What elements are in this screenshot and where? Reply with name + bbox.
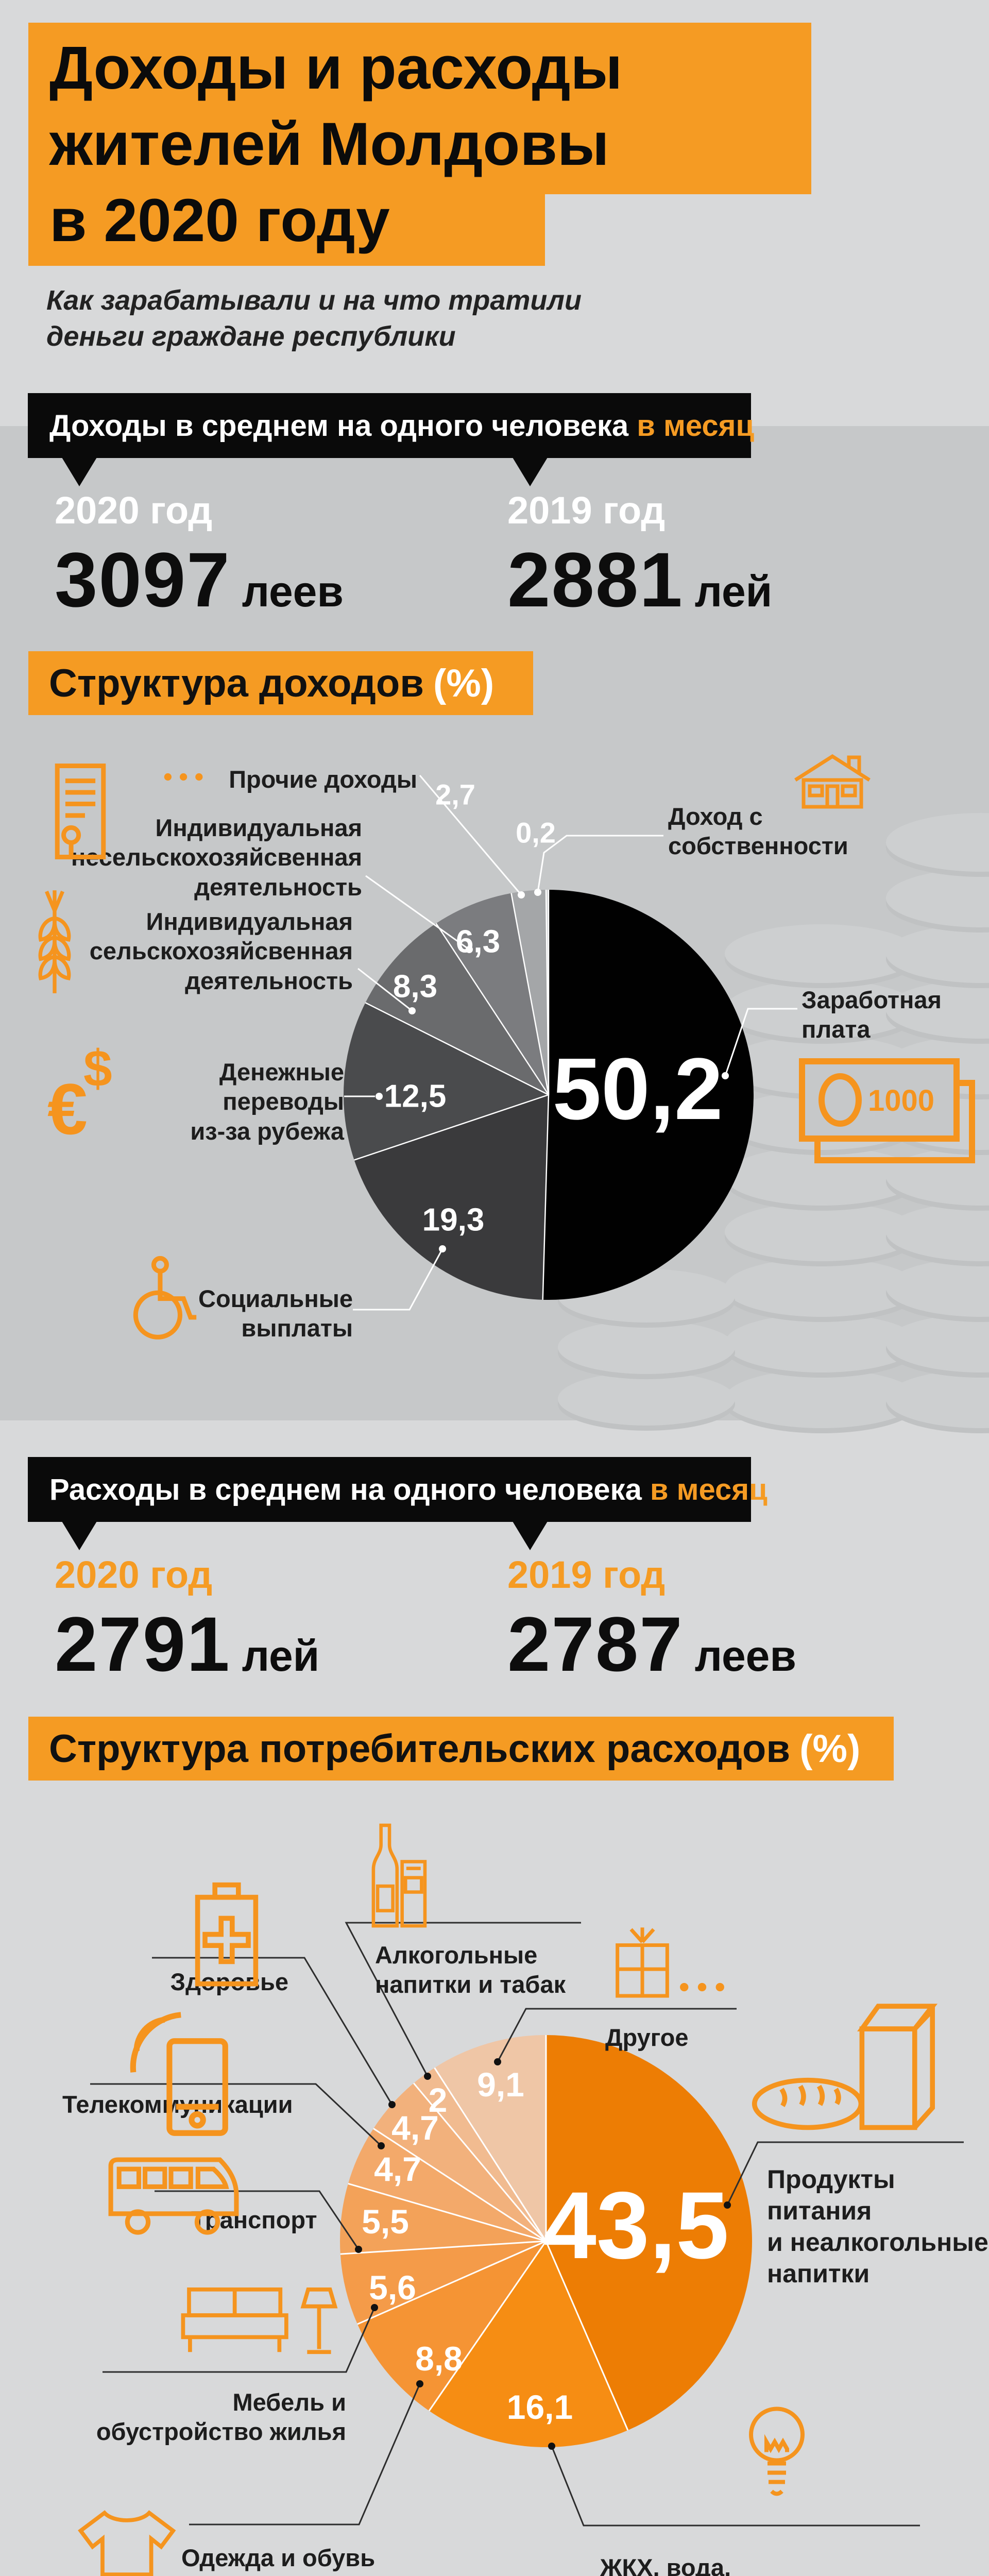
title-background-step <box>28 194 545 266</box>
pie-value-label: 9,1 <box>477 2065 524 2104</box>
callout-label-salary: Заработная плата <box>802 986 942 1043</box>
expenses-section-title-suffix: (%) <box>799 1726 861 1771</box>
callout-dot <box>416 2380 423 2387</box>
pie-value-label: 4,7 <box>391 2109 439 2147</box>
gift-dots-icon <box>679 1981 726 1993</box>
pie-value-label: 6,3 <box>455 924 501 960</box>
callout-label-clothes: Одежда и обувь <box>181 2544 376 2571</box>
callout-label-non-agri: Индивидуальная несельскохозяйсвенная дея… <box>71 814 362 901</box>
expenses-card-2019: 2019 год 2787 леев <box>507 1553 796 1689</box>
callout-label-utilities: ЖКХ, вода, электроэнергия и газ <box>600 2554 731 2576</box>
pie-value-label: 0,2 <box>516 816 556 849</box>
pie-value-label: 8,8 <box>415 2340 463 2378</box>
currency-unit: леев <box>694 1632 797 1680</box>
expenses-value-2019: 2787 <box>507 1601 684 1687</box>
currency-transfer-icon: $ € <box>47 1039 135 1142</box>
pie-value-label: 5,5 <box>362 2202 409 2241</box>
alcohol-bottle-icon <box>360 1823 434 1928</box>
milk-bread-icon <box>751 1982 958 2134</box>
callout-dot <box>424 2073 431 2080</box>
callout-dot <box>548 2443 555 2450</box>
year-label: 2019 год <box>507 1553 666 1596</box>
lightbulb-icon <box>746 2399 808 2510</box>
expenses-card-2020: 2020 год 2791 лей <box>55 1553 319 1689</box>
pie-value-label: 50,2 <box>552 1040 723 1138</box>
firstaid-icon <box>193 1879 261 1992</box>
wheelchair-icon <box>130 1255 200 1346</box>
callout-label-transfers: Денежные переводы из-за рубежа <box>190 1058 344 1145</box>
svg-text:$: $ <box>83 1040 112 1097</box>
income-card-2020: 2020 год 3097 леев <box>55 488 344 624</box>
income-section-title-bar: Структура доходов (%) <box>28 651 533 715</box>
currency-unit: лей <box>694 567 773 616</box>
income-value-2020: 3097 <box>55 536 231 623</box>
expenses-header-label: Расходы в среднем на одного человека <box>49 1472 642 1506</box>
currency-unit: леев <box>242 567 344 616</box>
expenses-value-2020: 2791 <box>55 1601 231 1687</box>
pie-value-label: 19,3 <box>422 1202 485 1238</box>
income-value-2019: 2881 <box>507 536 684 623</box>
slice-separator <box>428 2241 547 2412</box>
wheat-icon <box>30 888 79 995</box>
callout-label-social: Социальные выплаты <box>198 1285 353 1342</box>
more-dots-icon <box>163 772 204 782</box>
tshirt-icon <box>74 2507 188 2576</box>
expenses-header-bar: Расходы в среднем на одного человека в м… <box>28 1457 768 1522</box>
callout-label-other-income: Прочие доходы <box>229 766 417 793</box>
callout-dot <box>355 2246 362 2253</box>
callout-dot <box>388 2101 396 2108</box>
currency-unit: лей <box>242 1632 320 1680</box>
callout-label-food: Продукты питания и неалкогольные напитки <box>767 2165 988 2288</box>
banknote-denomination: 1000 <box>868 1084 934 1117</box>
pie-value-label: 16,1 <box>506 2388 573 2426</box>
callout-dot <box>494 2058 501 2065</box>
pie-slice <box>357 2241 546 2411</box>
title-background <box>28 23 811 194</box>
year-label: 2020 год <box>55 489 213 532</box>
slice-separator <box>340 2240 547 2255</box>
pie-value-label: 12,5 <box>384 1078 447 1114</box>
callout-label-furniture: Мебель и обустройство жилья <box>96 2388 346 2446</box>
income-header-label: Доходы в среднем на одного человека <box>49 409 629 443</box>
speech-tail <box>62 457 97 486</box>
income-header-bar: Доходы в среднем на одного человека в ме… <box>28 393 755 458</box>
income-card-2019: 2019 год 2881 лей <box>507 488 772 624</box>
expenses-header-accent: в месяц <box>650 1472 768 1506</box>
speech-tail <box>62 1521 97 1550</box>
callout-label-property: Доход с собственности <box>668 803 848 860</box>
phone-icon <box>129 2008 238 2140</box>
expenses-section-title: Структура потребительских расходов <box>49 1726 791 1771</box>
page-subtitle: Как зарабатывали и на что тратили деньги… <box>46 285 582 352</box>
income-header-accent: в месяц <box>637 409 755 443</box>
income-section-title-suffix: (%) <box>433 661 494 705</box>
pie-value-label: 2,7 <box>435 778 475 811</box>
callout-label-agri: Индивидуальная сельскохозяйсвенная деяте… <box>89 908 353 994</box>
bus-icon <box>106 2144 241 2245</box>
expenses-section-title-bar: Структура потребительских расходов (%) <box>28 1717 894 1781</box>
speech-tail <box>513 1521 548 1550</box>
pie-value-label: 5,6 <box>369 2268 416 2307</box>
year-label: 2019 год <box>507 489 666 532</box>
sofa-lamp-icon <box>175 2285 339 2358</box>
document-icon <box>52 760 109 862</box>
callout-dot <box>378 2142 385 2149</box>
pie-value-label: 43,5 <box>543 2173 729 2279</box>
page-title: Доходы и расходы жителей Молдовы в 2020 … <box>49 34 623 255</box>
svg-text:€: € <box>47 1069 88 1142</box>
banknote-icon: 1000 <box>796 1051 981 1170</box>
pie-value-label: 8,3 <box>393 969 438 1005</box>
income-section-title: Структура доходов <box>49 661 424 705</box>
callout-label-alcohol: Алкогольные напитки и табак <box>375 1941 566 1998</box>
year-label: 2020 год <box>55 1553 213 1596</box>
pie-value-label: 4,7 <box>374 2150 421 2188</box>
house-icon <box>791 753 874 809</box>
gift-icon <box>610 1925 674 1999</box>
callout-line <box>551 2446 920 2527</box>
speech-tail <box>513 457 548 486</box>
callout-label-other-exp: Другое <box>605 2024 689 2051</box>
pie-value-label: 2 <box>428 2081 448 2119</box>
